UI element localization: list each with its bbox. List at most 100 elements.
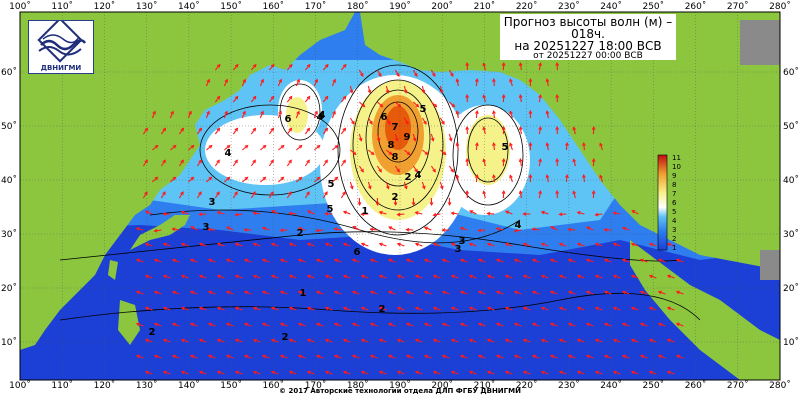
wave-arrow-head (545, 174, 550, 179)
wave-arrow-head (513, 290, 518, 295)
wave-arrow (271, 275, 279, 279)
wave-arrow-head (486, 242, 491, 247)
wave-arrow (424, 259, 432, 263)
wave-arrow-head (261, 226, 266, 231)
wave-arrow (271, 371, 279, 375)
wave-arrow (388, 323, 396, 327)
wave-arrow-head (540, 242, 545, 247)
wave-arrow (460, 291, 468, 295)
wave-arrow (640, 291, 648, 295)
wave-arrow-head (675, 258, 680, 263)
wave-arrow-head (242, 78, 246, 83)
wave-arrow-head (360, 212, 365, 217)
wave-arrow (421, 85, 425, 93)
wave-arrow-head (495, 290, 500, 295)
wave-arrow-head (306, 306, 311, 311)
wave-arrow (190, 226, 198, 231)
wave-arrow-head (482, 62, 487, 67)
wave-arrow (172, 291, 180, 295)
wave-arrow-head (351, 120, 355, 125)
wave-arrow (304, 128, 310, 135)
wave-arrow-head (405, 120, 409, 125)
wave-arrow (496, 291, 504, 295)
wave-arrow-head (342, 95, 347, 100)
wave-arrow-head (216, 95, 221, 100)
wave-arrow (181, 307, 189, 311)
wave-arrow (577, 275, 585, 279)
wave-arrow (340, 191, 346, 199)
wave-arrow-head (477, 354, 482, 359)
wave-arrow (361, 307, 369, 311)
wave-arrow-head (368, 185, 372, 190)
wave-arrow (550, 355, 558, 359)
wave-arrow-head (152, 110, 156, 115)
wave-arrow (397, 339, 405, 343)
wave-arrow-head (162, 338, 167, 343)
isoline-label: 2 (149, 327, 156, 338)
isoline-label: 3 (209, 197, 216, 208)
wave-arrow-head (477, 258, 482, 263)
wave-arrow-head (296, 110, 300, 115)
wave-arrow (505, 307, 513, 311)
wave-arrow (253, 339, 261, 343)
wave-arrow-head (351, 322, 356, 327)
wave-arrow (208, 323, 216, 327)
wave-arrow (217, 339, 225, 343)
wave-arrow (280, 355, 288, 359)
wave-arrow (262, 355, 270, 359)
wave-arrow (667, 275, 675, 279)
wave-arrow-head (369, 258, 374, 263)
wave-arrow (631, 243, 639, 247)
wave-arrow-head (468, 306, 473, 311)
wave-arrow-head (342, 306, 347, 311)
wave-arrow (519, 190, 522, 199)
wave-arrow-head (280, 176, 285, 181)
wave-arrow (262, 323, 270, 327)
wave-arrow (314, 176, 320, 183)
wave-arrow (278, 176, 284, 183)
wave-arrow (559, 307, 567, 311)
wave-arrow (343, 275, 351, 279)
wave-arrow-head (630, 370, 635, 375)
wave-arrow-head (468, 370, 473, 375)
wave-arrow (214, 96, 221, 103)
wave-arrow-head (378, 168, 382, 173)
wave-arrow (136, 259, 144, 263)
isoline-label: 6 (381, 112, 388, 123)
wave-arrow (286, 96, 293, 103)
wave-arrow (163, 339, 171, 343)
wave-arrow-head (429, 202, 434, 207)
wave-arrow-head (495, 258, 500, 263)
wave-arrow (289, 307, 297, 311)
isoline-west-4m (199, 104, 341, 196)
wave-arrow-head (351, 290, 356, 295)
wave-arrow-head (270, 95, 275, 100)
wave-arrow-head (180, 242, 185, 247)
wave-arrow (352, 355, 360, 359)
isoline-3m (149, 209, 521, 244)
wave-arrow (289, 243, 297, 247)
longitude-tick-top: 230˚ (558, 1, 580, 12)
wave-arrow-head (198, 242, 203, 247)
latitude-tick-left: 30˚ (1, 229, 17, 240)
wave-arrow-head (244, 144, 249, 149)
wave-arrow (388, 291, 396, 295)
wave-arrow-head (207, 322, 212, 327)
wave-arrow (235, 307, 243, 311)
wave-arrow-head (243, 228, 248, 232)
wave-arrow-head (244, 176, 249, 181)
wave-arrow-head (440, 185, 444, 190)
wave-arrow-head (207, 227, 212, 232)
wave-arrow-head (342, 274, 347, 279)
wave-arrow (658, 323, 666, 327)
wave-arrow (260, 145, 267, 151)
wave-arrow (361, 275, 369, 279)
wave-arrow (322, 159, 328, 167)
wave-arrow (152, 145, 159, 151)
isoline-label: 4 (415, 170, 422, 181)
wave-arrow (358, 165, 364, 173)
wave-arrow (475, 110, 478, 119)
wave-arrow-head (242, 110, 246, 115)
wave-arrow-head (549, 322, 554, 327)
